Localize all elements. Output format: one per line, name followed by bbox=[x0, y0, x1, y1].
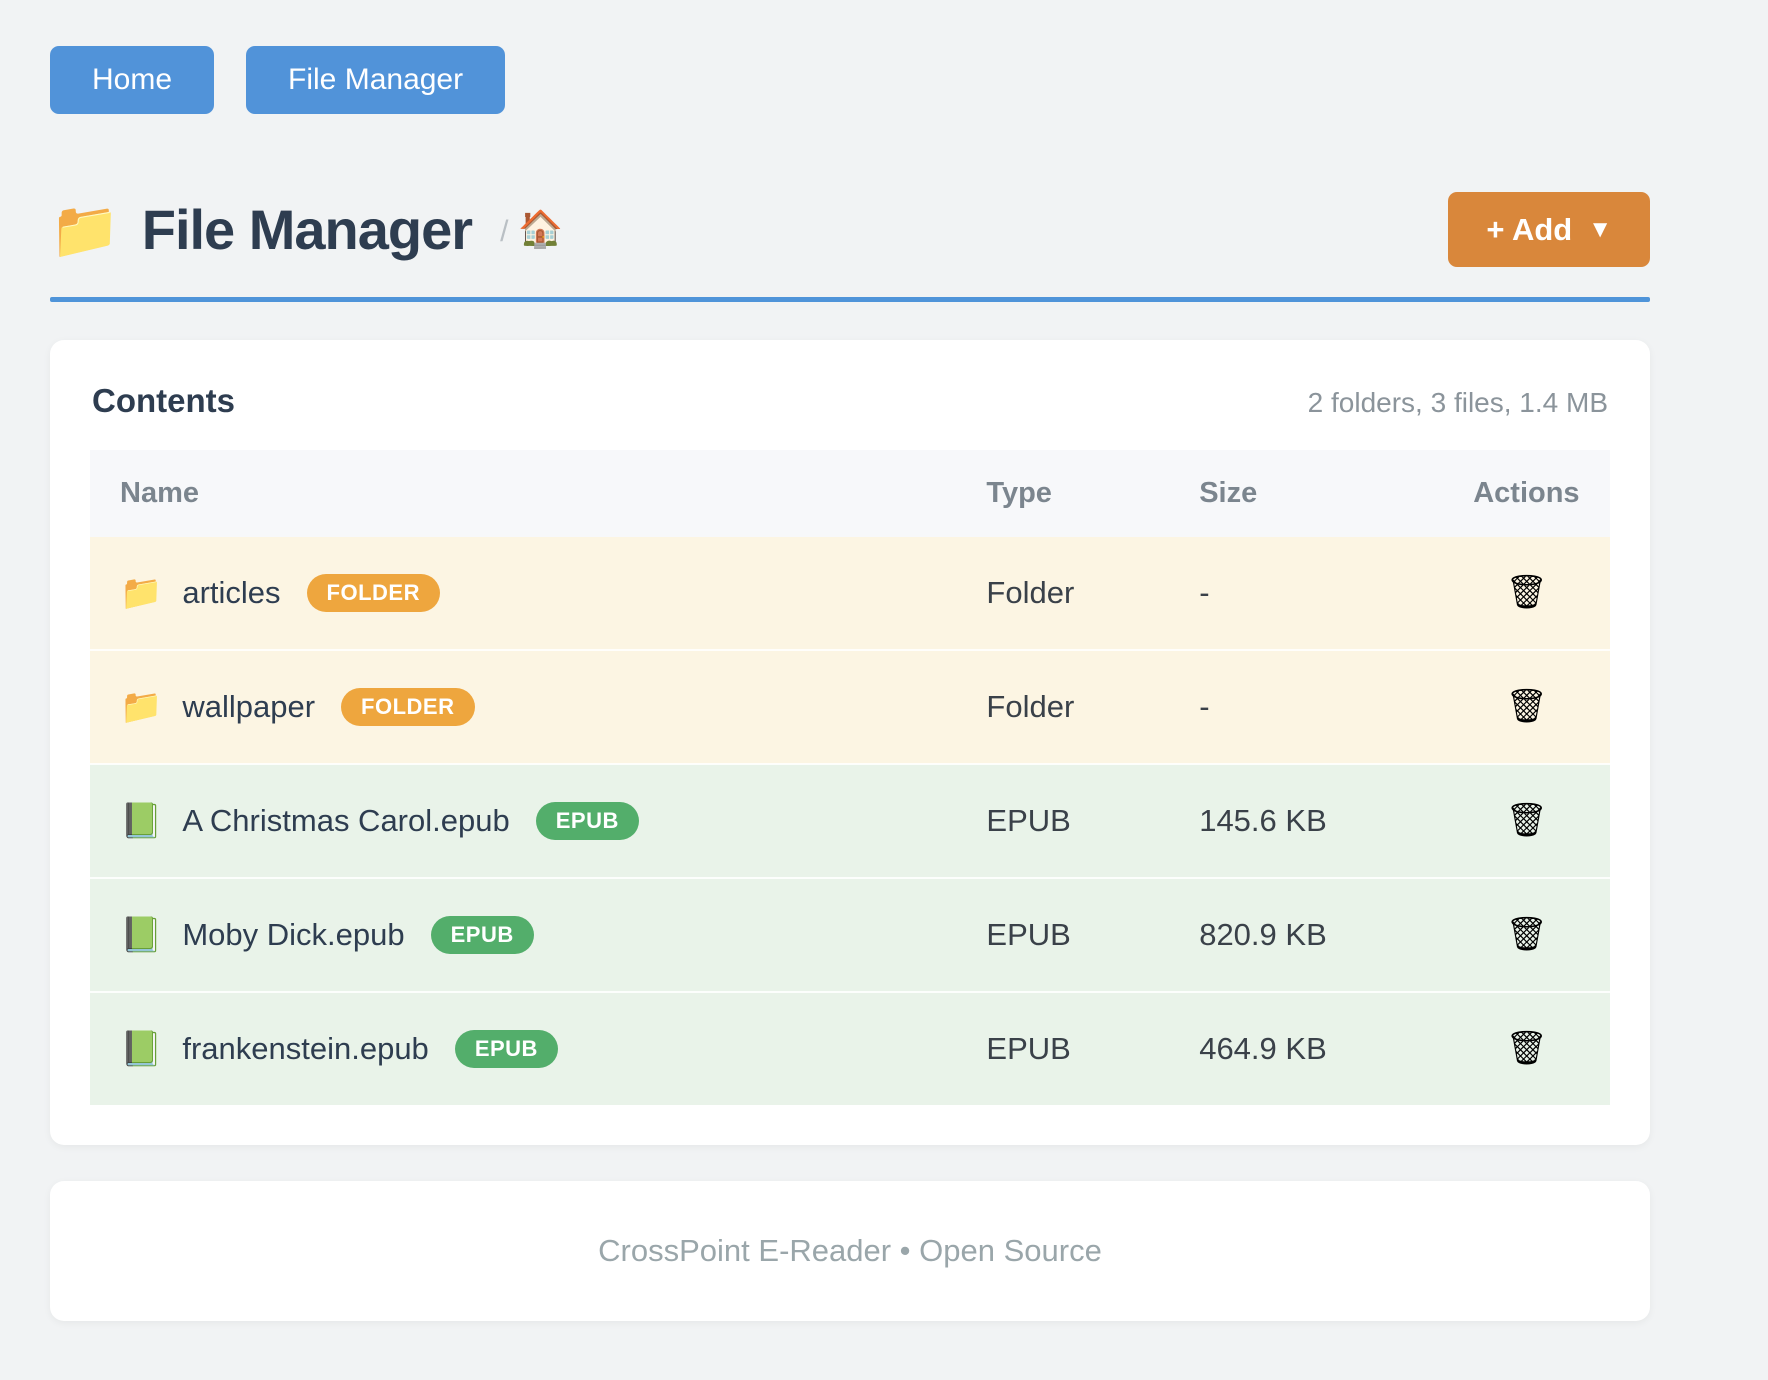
column-header-size: Size bbox=[1169, 450, 1443, 537]
chevron-down-icon: ▼ bbox=[1588, 215, 1612, 243]
contents-summary: 2 folders, 3 files, 1.4 MB bbox=[1307, 387, 1608, 418]
top-nav: Home File Manager bbox=[50, 0, 1650, 114]
delete-button[interactable]: 🗑 bbox=[1505, 689, 1547, 722]
size-cell: - bbox=[1169, 537, 1443, 651]
type-badge: EPUB bbox=[535, 802, 639, 840]
table-row: 📗 Moby Dick.epub EPUB EPUB 820.9 KB 🗑 bbox=[90, 878, 1610, 993]
add-button-label: + Add bbox=[1486, 212, 1573, 247]
delete-button[interactable]: 🗑 bbox=[1505, 575, 1547, 608]
type-cell: Folder bbox=[956, 537, 1170, 651]
table-row: 📗 A Christmas Carol.epub EPUB EPUB 145.6… bbox=[90, 764, 1610, 879]
add-button[interactable]: + Add ▼ bbox=[1448, 192, 1650, 267]
trash-icon: 🗑 bbox=[1505, 801, 1548, 838]
title-group: 📁 File Manager / 🏠 bbox=[50, 197, 564, 261]
size-cell: 464.9 KB bbox=[1169, 992, 1443, 1105]
type-badge: EPUB bbox=[454, 1030, 558, 1068]
book-icon: 📗 bbox=[120, 802, 163, 840]
table-row: 📁 articles FOLDER Folder - 🗑 bbox=[90, 537, 1610, 651]
table-row: 📗 frankenstein.epub EPUB EPUB 464.9 KB 🗑 bbox=[90, 992, 1610, 1105]
type-cell: EPUB bbox=[956, 878, 1170, 993]
trash-icon: 🗑 bbox=[1505, 573, 1548, 610]
trash-icon: 🗑 bbox=[1505, 687, 1548, 724]
folder-icon: 📁 bbox=[50, 197, 120, 261]
size-cell: - bbox=[1169, 650, 1443, 765]
trash-icon: 🗑 bbox=[1505, 1029, 1548, 1066]
header-rule bbox=[50, 297, 1650, 302]
footer-text: CrossPoint E-Reader • Open Source bbox=[598, 1233, 1102, 1268]
delete-button[interactable]: 🗑 bbox=[1505, 1031, 1547, 1064]
file-link[interactable]: wallpaper bbox=[182, 689, 316, 724]
footer: CrossPoint E-Reader • Open Source bbox=[50, 1181, 1650, 1321]
contents-title: Contents bbox=[92, 382, 235, 419]
contents-card-header: Contents 2 folders, 3 files, 1.4 MB bbox=[90, 382, 1610, 420]
page-title: File Manager bbox=[141, 197, 473, 261]
folder-icon: 📁 bbox=[120, 574, 163, 612]
column-header-actions: Actions bbox=[1442, 450, 1610, 537]
file-manager-button[interactable]: File Manager bbox=[246, 46, 506, 114]
book-icon: 📗 bbox=[120, 916, 163, 954]
delete-button[interactable]: 🗑 bbox=[1505, 917, 1547, 950]
size-cell: 820.9 KB bbox=[1169, 878, 1443, 993]
folder-icon: 📁 bbox=[120, 688, 163, 726]
type-cell: Folder bbox=[956, 650, 1170, 765]
size-cell: 145.6 KB bbox=[1169, 764, 1443, 879]
column-header-type: Type bbox=[956, 450, 1170, 537]
type-badge: FOLDER bbox=[341, 688, 475, 726]
breadcrumb: / 🏠 bbox=[500, 207, 564, 249]
contents-card: Contents 2 folders, 3 files, 1.4 MB Name… bbox=[50, 340, 1650, 1145]
file-link[interactable]: Moby Dick.epub bbox=[182, 917, 405, 952]
type-badge: FOLDER bbox=[306, 574, 440, 612]
page-header: 📁 File Manager / 🏠 + Add ▼ bbox=[50, 192, 1650, 267]
table-header-row: Name Type Size Actions bbox=[90, 450, 1610, 537]
trash-icon: 🗑 bbox=[1505, 915, 1548, 952]
file-link[interactable]: frankenstein.epub bbox=[182, 1031, 429, 1066]
type-cell: EPUB bbox=[956, 992, 1170, 1105]
breadcrumb-separator: / bbox=[500, 214, 509, 248]
file-link[interactable]: A Christmas Carol.epub bbox=[182, 803, 510, 838]
table-row: 📁 wallpaper FOLDER Folder - 🗑 bbox=[90, 650, 1610, 765]
home-button[interactable]: Home bbox=[50, 46, 215, 114]
file-link[interactable]: articles bbox=[182, 575, 281, 610]
delete-button[interactable]: 🗑 bbox=[1505, 803, 1547, 836]
type-badge: EPUB bbox=[430, 916, 534, 954]
home-icon[interactable]: 🏠 bbox=[518, 207, 564, 249]
page-container: Home File Manager 📁 File Manager / 🏠 + A… bbox=[50, 0, 1650, 1321]
column-header-name: Name bbox=[90, 450, 957, 537]
type-cell: EPUB bbox=[956, 764, 1170, 879]
book-icon: 📗 bbox=[120, 1030, 163, 1068]
file-table: Name Type Size Actions 📁 articles FOLDER bbox=[90, 450, 1610, 1105]
